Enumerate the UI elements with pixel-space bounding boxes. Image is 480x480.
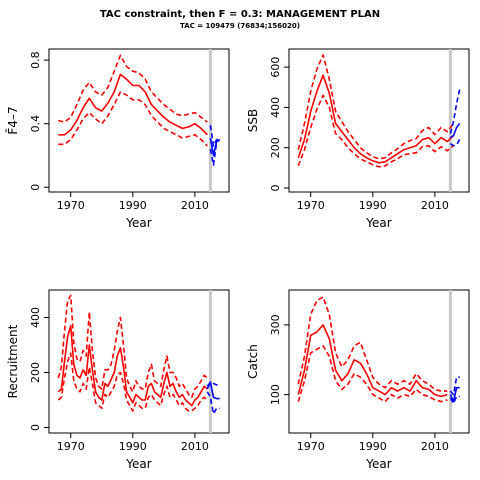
panel-3: 1970 1990 2010 0 200 400 Year Recruitment xyxy=(6,289,230,471)
series-projection xyxy=(449,123,461,139)
x-tick-label: 1970 xyxy=(297,440,325,453)
x-tick-label: 2010 xyxy=(181,440,209,453)
x-tick-label: 1990 xyxy=(359,440,387,453)
plot-frame xyxy=(48,289,230,434)
y-tick-label: 0 xyxy=(269,184,282,191)
panel-2: 1970 1990 2010 0 200 400 600 Year SSB xyxy=(246,48,470,230)
y-axis-label: Recruitment xyxy=(6,324,20,398)
x-axis-label: Year xyxy=(365,216,391,230)
series-lower xyxy=(297,345,448,403)
series-estimate xyxy=(58,73,208,136)
x-tick-label: 1990 xyxy=(119,199,147,212)
x-tick-label: 1970 xyxy=(57,440,85,453)
y-tick-label: 200 xyxy=(269,137,282,158)
series-estimate xyxy=(57,325,208,407)
x-tick-label: 1970 xyxy=(297,199,325,212)
x-tick-label: 2010 xyxy=(421,199,449,212)
figure-subtitle: TAC = 109479 (76834;156020) xyxy=(180,22,300,30)
series-estimate xyxy=(297,324,448,398)
y-tick-label: 400 xyxy=(29,307,42,328)
y-tick-label: 200 xyxy=(29,362,42,383)
y-axis-label: Catch xyxy=(246,344,260,379)
series-projection-upper xyxy=(209,125,220,147)
series-upper xyxy=(58,54,208,123)
y-tick-label: 300 xyxy=(269,314,282,335)
plot-frame xyxy=(288,48,470,193)
series-projection-lower xyxy=(449,139,461,147)
x-axis-label: Year xyxy=(125,457,151,471)
series-projection-upper xyxy=(449,376,460,396)
series-projection-lower xyxy=(209,139,221,166)
plot-frame xyxy=(288,289,470,434)
series-projection-lower xyxy=(449,395,460,405)
panel-1: 1970 1990 2010 0 0.4 0.8 Year F̄4–7 xyxy=(6,48,230,230)
figure-title: TAC constraint, then F = 0.3: MANAGEMENT… xyxy=(99,9,381,20)
series-lower xyxy=(58,91,208,147)
series-upper xyxy=(297,296,448,392)
y-tick-label: 100 xyxy=(269,384,282,405)
y-tick-label: 0.4 xyxy=(29,115,42,133)
y-tick-label: 0 xyxy=(29,424,42,431)
x-axis-label: Year xyxy=(125,216,151,230)
x-tick-label: 1970 xyxy=(57,199,85,212)
series-estimate xyxy=(297,74,455,164)
series-projection-lower xyxy=(206,391,220,415)
y-axis-label: SSB xyxy=(246,109,260,132)
series-lower xyxy=(297,94,455,168)
x-tick-label: 2010 xyxy=(181,199,209,212)
x-tick-label: 1990 xyxy=(359,199,387,212)
series-upper xyxy=(57,294,208,399)
series-upper xyxy=(297,54,455,160)
series-lower xyxy=(57,352,208,412)
x-tick-label: 1990 xyxy=(119,440,147,453)
panel-4: 1970 1990 2010 100 300 Year Catch xyxy=(246,289,470,471)
x-tick-label: 2010 xyxy=(421,440,449,453)
series-projection xyxy=(449,386,460,403)
y-tick-label: 400 xyxy=(269,97,282,118)
y-tick-label: 0 xyxy=(29,184,42,191)
y-tick-label: 0.8 xyxy=(29,51,42,69)
plot-frame xyxy=(48,48,230,193)
series-projection-upper xyxy=(206,381,220,387)
y-axis-label: F̄4–7 xyxy=(6,106,20,134)
x-axis-label: Year xyxy=(365,457,391,471)
y-tick-label: 600 xyxy=(269,57,282,78)
